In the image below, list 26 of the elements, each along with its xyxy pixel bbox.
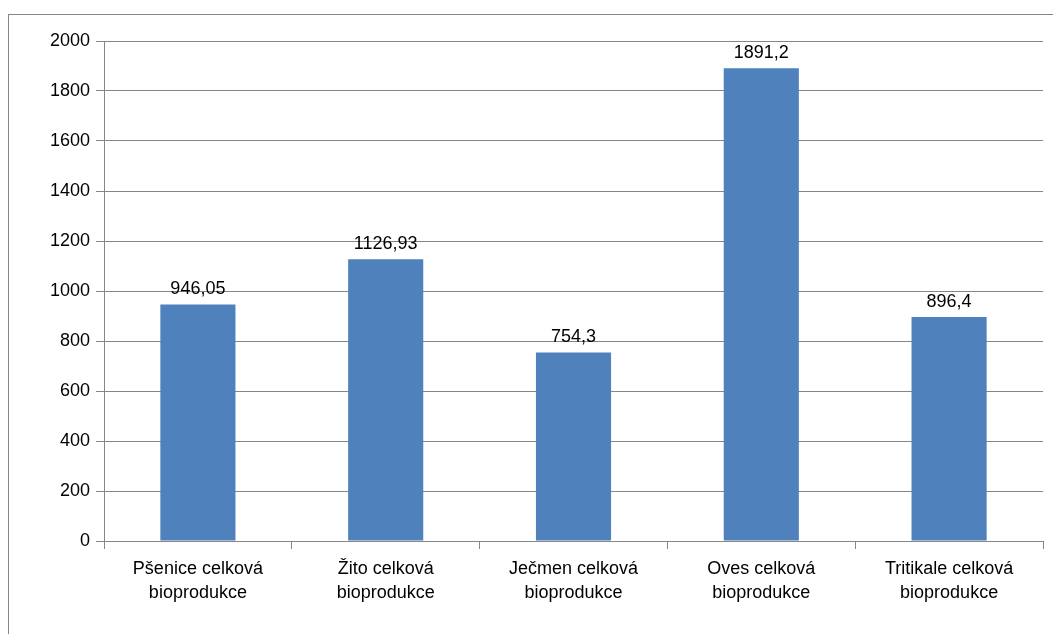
x-tick-label: Žito celková bioprodukce	[336, 558, 435, 603]
bar	[348, 259, 424, 541]
y-tick-label: 1600	[49, 129, 90, 150]
data-label: 896,4	[926, 290, 972, 311]
x-tick-label: Ječmen celková bioprodukce	[508, 558, 640, 603]
bar	[160, 304, 236, 541]
y-tick-label: 600	[59, 379, 90, 400]
y-tick-label: 400	[59, 429, 90, 450]
data-label: 754,3	[550, 326, 597, 347]
bar	[723, 68, 799, 541]
y-tick-label: 1000	[49, 279, 90, 300]
bar	[911, 316, 987, 541]
bar	[535, 352, 612, 541]
y-tick-label: 1400	[49, 179, 90, 200]
data-label: 1891,2	[733, 42, 789, 63]
y-tick-label: 2000	[49, 29, 90, 50]
x-tick-label: Oves celková bioprodukce	[707, 558, 817, 603]
data-label: 1126,93	[353, 233, 418, 254]
x-tick-label: Pšenice celková bioprodukce	[132, 558, 264, 603]
data-label: 946,05	[170, 278, 226, 299]
y-tick-label: 1200	[49, 229, 90, 250]
y-tick-label: 200	[59, 479, 90, 500]
y-tick-label: 800	[59, 329, 90, 350]
y-tick-label: 0	[79, 529, 90, 550]
x-tick-label: Tritikale celková bioprodukce	[884, 558, 1015, 603]
y-tick-label: 1800	[49, 79, 90, 100]
